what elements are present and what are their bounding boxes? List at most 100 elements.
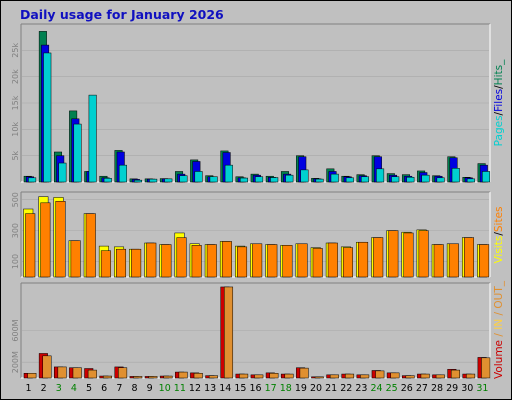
day-label: 19	[295, 383, 307, 394]
pages-bar	[270, 177, 279, 183]
sites-bar	[403, 232, 414, 278]
day-label: 16	[249, 383, 261, 394]
pages-bar	[239, 177, 248, 183]
volume-panel-tick-label: 600M	[11, 319, 20, 341]
pages-bar	[73, 123, 82, 183]
sites-bar	[206, 244, 217, 278]
pages-bar	[194, 171, 203, 183]
pages-bar	[482, 171, 491, 183]
pages-bar	[118, 164, 127, 183]
hits-legend-part: Files	[493, 89, 505, 112]
volume-legend: Volume / IN / OUT_	[493, 280, 505, 379]
pages-bar	[300, 169, 309, 183]
hits-legend-part: Hits	[493, 65, 505, 85]
day-label: 6	[101, 383, 107, 394]
hits-legend-part: _	[493, 59, 505, 66]
out-bar	[269, 373, 279, 379]
volume-legend-part: OUT	[493, 286, 505, 309]
out-bar	[27, 373, 37, 379]
pages-bar	[451, 168, 460, 183]
out-bar	[435, 374, 445, 379]
out-bar	[466, 373, 476, 379]
pages-bar	[391, 176, 400, 183]
day-label: 25	[386, 383, 398, 394]
out-bar	[420, 373, 430, 379]
visits-legend-part: Visits	[493, 236, 505, 264]
volume-legend-part: /	[493, 309, 505, 319]
out-bar	[405, 375, 415, 379]
sites-bar	[146, 242, 157, 278]
sites-bar	[191, 245, 202, 278]
pages-bar	[43, 52, 52, 183]
volume-legend-part: _	[493, 280, 505, 287]
pages-bar	[436, 177, 445, 183]
visits-panel-tick-label: 300	[11, 223, 20, 238]
day-label: 21	[325, 383, 337, 394]
day-label: 31	[476, 383, 488, 394]
hits-panel: 5k 10k 15k 20k 25k	[11, 23, 491, 183]
volume-legend-part: /	[493, 330, 505, 340]
out-bar	[254, 374, 264, 379]
day-label: 5	[86, 383, 92, 394]
sites-bar	[131, 248, 142, 278]
out-bar	[284, 373, 294, 379]
pages-bar	[28, 177, 37, 183]
day-label: 13	[204, 383, 216, 394]
volume-legend-part: IN	[493, 319, 505, 330]
day-label: 22	[340, 383, 352, 394]
visits-legend: Visits/Sites	[493, 206, 505, 263]
day-label: 7	[116, 383, 122, 394]
pages-bar	[209, 176, 218, 183]
out-bar	[450, 369, 460, 379]
sites-bar	[176, 237, 187, 278]
day-label: 4	[71, 383, 77, 394]
sites-bar	[85, 213, 96, 278]
pages-bar	[88, 94, 97, 183]
sites-bar	[267, 244, 278, 278]
sites-bar	[327, 242, 338, 278]
pages-bar	[421, 174, 430, 183]
sites-bar	[388, 230, 399, 278]
day-label: 3	[56, 383, 62, 394]
out-bar	[193, 373, 203, 379]
sites-bar	[479, 244, 490, 278]
hits-legend-part: /	[493, 85, 505, 89]
volume-panel: 200M 600M	[11, 282, 491, 379]
sites-bar	[25, 213, 36, 278]
sites-bar	[358, 241, 369, 278]
sites-bar	[312, 248, 323, 278]
day-label: 29	[446, 383, 458, 394]
hits-panel-tick-label: 25k	[11, 43, 20, 58]
out-bar	[57, 366, 67, 379]
legends: Pages/Files/Hits_ Visits/Sites Volume / IN…	[493, 59, 505, 379]
out-bar	[87, 369, 97, 379]
day-labels: 1 2 3 4 5 6 7 8 9 10 11 12 13 14 15 16 17 18 19 20 21 22 23 24 2…	[26, 383, 489, 394]
day-label: 11	[174, 383, 186, 394]
pages-bar	[58, 162, 67, 183]
pages-bar	[224, 164, 233, 183]
sites-bar	[100, 250, 111, 278]
out-bar	[133, 376, 143, 379]
hits-panel-tick-label: 10k	[11, 122, 20, 137]
out-bar	[42, 355, 52, 379]
sites-bar	[55, 201, 66, 278]
pages-bar	[376, 168, 385, 183]
out-bar	[72, 367, 82, 379]
sites-bar	[448, 243, 459, 278]
out-bar	[118, 367, 128, 379]
pages-bar	[149, 178, 158, 183]
sites-bar	[116, 248, 127, 278]
pages-bar	[360, 176, 369, 183]
pages-bar	[255, 176, 264, 183]
sites-bar	[373, 237, 384, 278]
pages-bar	[406, 177, 415, 183]
sites-bar	[237, 246, 248, 278]
out-bar	[299, 367, 309, 379]
day-label: 14	[219, 383, 231, 394]
day-label: 27	[416, 383, 428, 394]
day-label: 24	[370, 383, 382, 394]
sites-bar	[252, 243, 263, 278]
out-bar	[208, 375, 218, 379]
hits-legend: Pages/Files/Hits_	[493, 59, 505, 146]
